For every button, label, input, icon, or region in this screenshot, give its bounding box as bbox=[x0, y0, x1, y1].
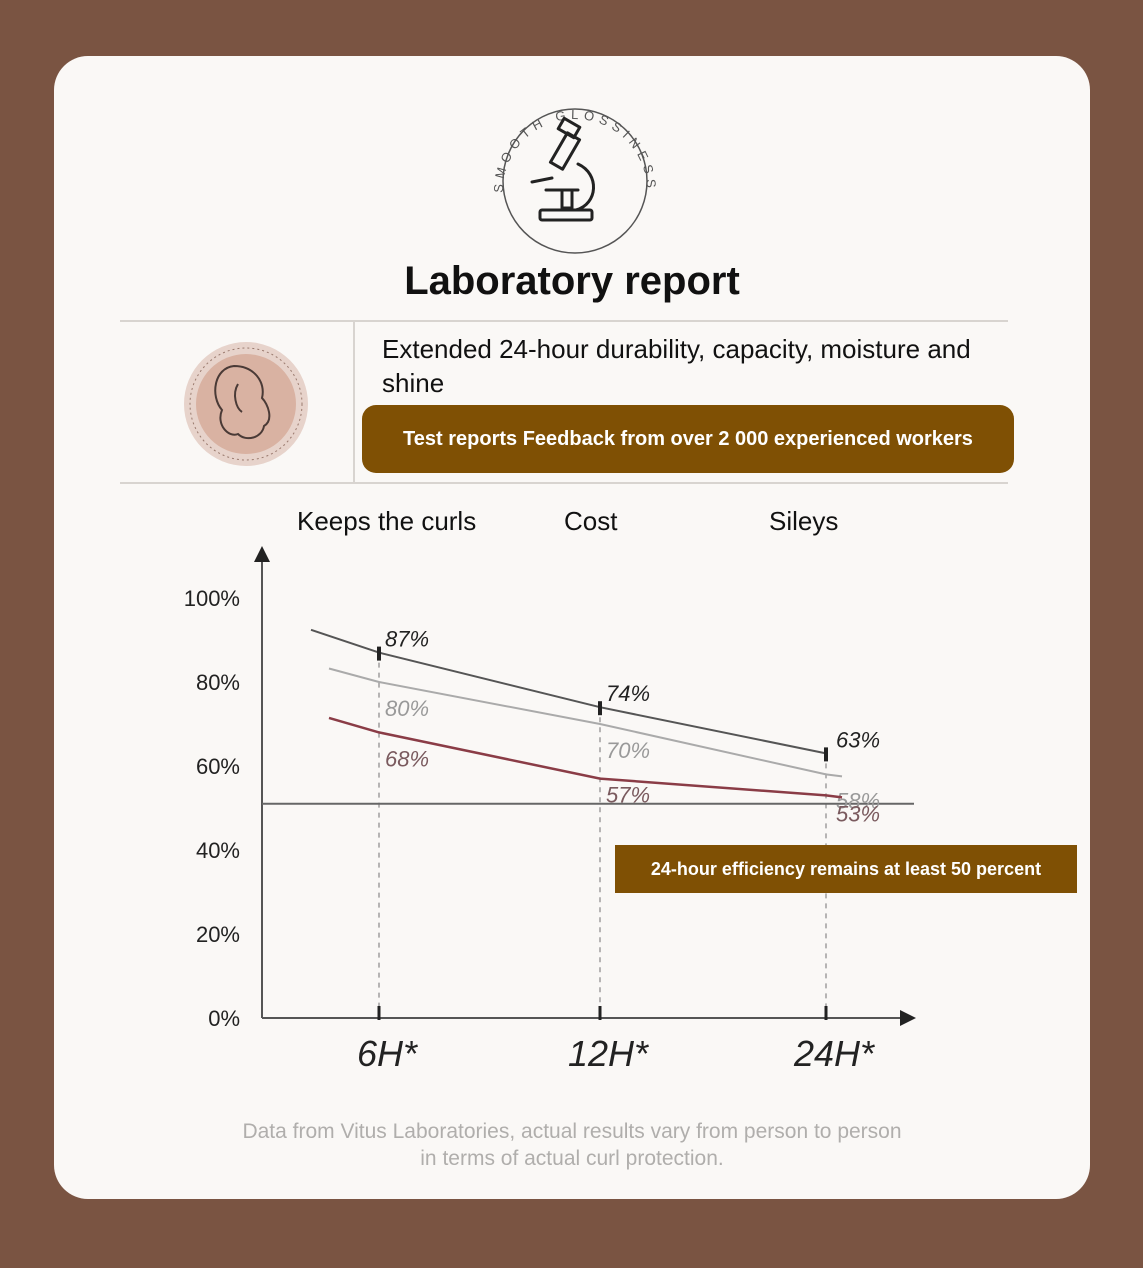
microscope-icon bbox=[530, 116, 595, 222]
column-heading-cost: Cost bbox=[564, 506, 618, 536]
y-tick-label: 80% bbox=[196, 670, 240, 695]
y-tick-label: 0% bbox=[208, 1006, 240, 1031]
data-label: 74% bbox=[606, 681, 650, 706]
column-heading-sileys: Sileys bbox=[769, 506, 839, 536]
footnote-line-2: in terms of actual curl protection. bbox=[420, 1147, 724, 1170]
data-label: 87% bbox=[385, 627, 429, 652]
microscope-badge: SMOOTH GLOSSINESS bbox=[491, 107, 654, 254]
column-heading-curls: Keeps the curls bbox=[297, 506, 477, 536]
page-title: Laboratory report bbox=[404, 259, 740, 303]
x-tick-label: 12H* bbox=[568, 1033, 649, 1074]
badge-circle bbox=[502, 108, 648, 254]
y-tick-label: 20% bbox=[196, 922, 240, 947]
y-tick-label: 40% bbox=[196, 838, 240, 863]
y-axis-arrow bbox=[254, 546, 270, 562]
x-tick-label: 6H* bbox=[357, 1033, 418, 1074]
divider-top bbox=[120, 320, 1008, 322]
report-card: SMOOTH GLOSSINESS Laboratory report Exte… bbox=[54, 56, 1090, 1199]
footnote-line-1: Data from Vitus Laboratories, actual res… bbox=[242, 1120, 902, 1143]
data-label: 70% bbox=[606, 738, 650, 763]
efficiency-callout: 24-hour efficiency remains at least 50 p… bbox=[615, 845, 1077, 893]
series-line bbox=[328, 716, 843, 799]
data-label: 57% bbox=[606, 783, 650, 808]
y-tick-label: 60% bbox=[196, 754, 240, 779]
divider-bottom bbox=[120, 482, 1008, 484]
data-label: 80% bbox=[385, 696, 429, 721]
woman-silhouette-seal-icon bbox=[184, 342, 308, 466]
report-subtitle: Extended 24-hour durability, capacity, m… bbox=[382, 334, 971, 398]
data-label: 63% bbox=[836, 727, 880, 752]
x-axis-arrow bbox=[900, 1010, 916, 1026]
feedback-pill: Test reports Feedback from over 2 000 ex… bbox=[362, 405, 1014, 473]
y-tick-label: 100% bbox=[184, 586, 240, 611]
data-label: 58% bbox=[836, 788, 880, 813]
x-tick-label: 24H* bbox=[793, 1033, 875, 1074]
series-line bbox=[328, 667, 843, 778]
footnote: Data from Vitus Laboratories, actual res… bbox=[54, 1118, 1090, 1172]
data-label: 53% bbox=[836, 801, 880, 826]
durability-line-chart: 0% 20% 40% 60% 80% 100% 6H* 12H* 24H* 87% 74% 63% 80… bbox=[184, 546, 916, 1074]
series-line bbox=[310, 628, 827, 755]
data-label: 68% bbox=[385, 746, 429, 771]
divider-vertical bbox=[353, 320, 355, 484]
